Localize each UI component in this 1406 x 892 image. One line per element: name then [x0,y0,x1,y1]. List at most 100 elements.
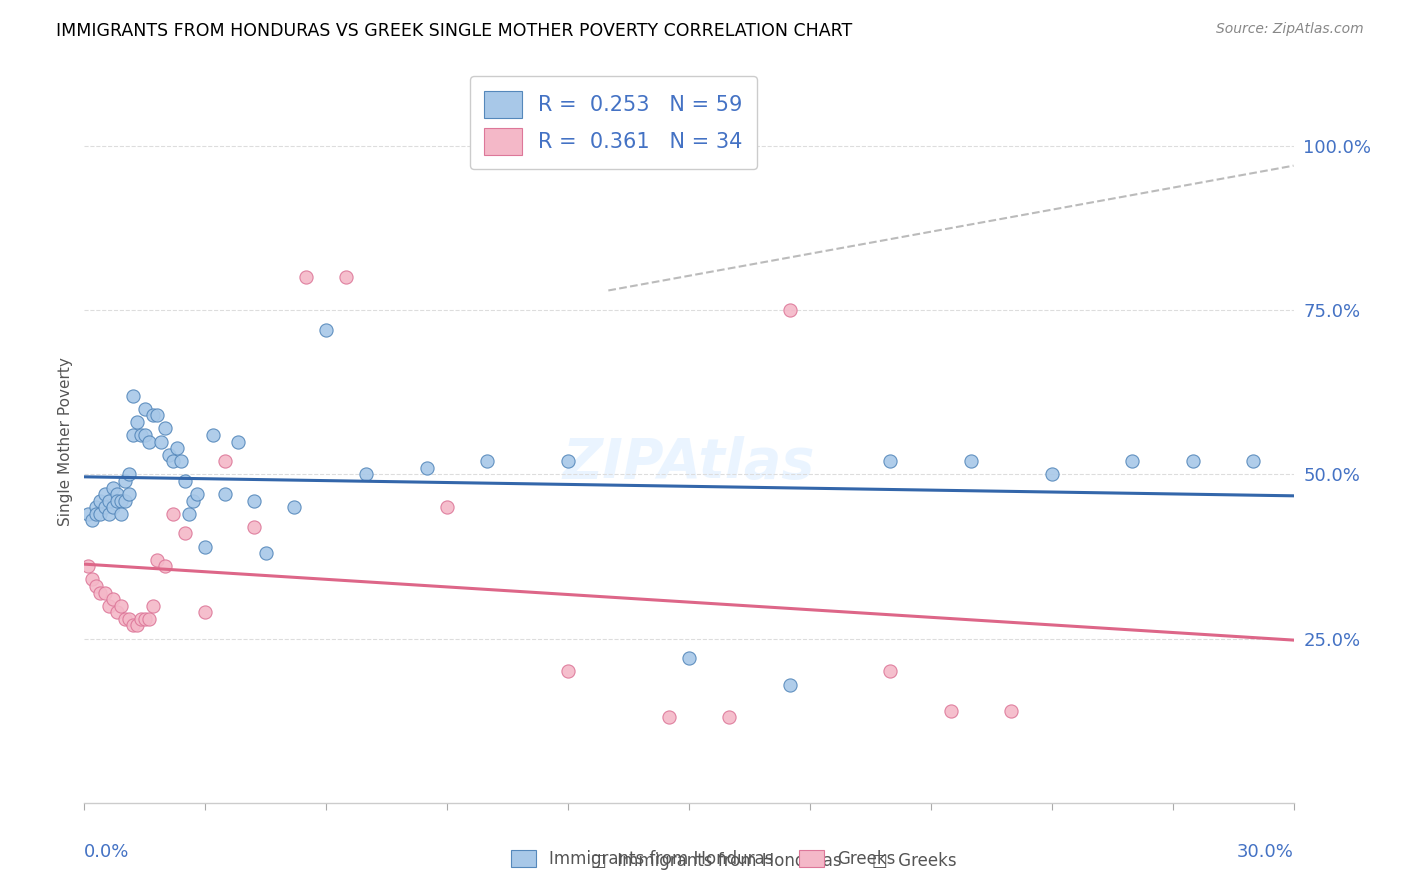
Text: 0.0%: 0.0% [84,843,129,861]
Point [315,323,337,337]
Point [146,553,169,567]
Point [678,651,700,665]
Legend: Immigrants from Honduras, Greeks: Immigrants from Honduras, Greeks [505,843,901,875]
Point [718,710,741,724]
Point [93,585,115,599]
Point [118,612,141,626]
Point [121,428,143,442]
Point [97,507,120,521]
Point [114,612,136,626]
Point [77,559,100,574]
Point [105,487,128,501]
Point [142,599,165,613]
Point [153,559,176,574]
Point [101,592,124,607]
Point [174,474,197,488]
Point [86,507,108,521]
Point [1000,704,1022,718]
Point [125,618,148,632]
Point [138,612,160,626]
Point [557,454,579,468]
Point [86,579,108,593]
Point [658,710,681,724]
Point [110,599,132,613]
Point [214,454,236,468]
Point [335,270,357,285]
Point [134,401,156,416]
Point [295,270,318,285]
Text: 30.0%: 30.0% [1237,843,1294,861]
Point [82,513,104,527]
Text: □  Immigrants from Honduras: □ Immigrants from Honduras [591,852,841,870]
Point [170,454,193,468]
Point [134,428,156,442]
Point [779,303,801,318]
Point [142,409,165,423]
Point [110,493,132,508]
Point [157,448,180,462]
Point [121,388,143,402]
Point [194,540,217,554]
Legend: R =  0.253   N = 59, R =  0.361   N = 34: R = 0.253 N = 59, R = 0.361 N = 34 [470,76,758,169]
Point [181,493,204,508]
Point [194,605,217,619]
Point [86,500,108,515]
Point [77,507,100,521]
Text: Source: ZipAtlas.com: Source: ZipAtlas.com [1216,22,1364,37]
Point [242,520,264,534]
Point [174,526,197,541]
Point [138,434,160,449]
Point [93,487,115,501]
Point [129,428,152,442]
Point [110,507,132,521]
Point [129,612,152,626]
Point [97,493,120,508]
Point [179,507,201,521]
Point [557,665,579,679]
Point [879,454,901,468]
Y-axis label: Single Mother Poverty: Single Mother Poverty [58,357,73,526]
Point [105,605,128,619]
Point [93,500,115,515]
Point [879,665,901,679]
Point [477,454,499,468]
Point [254,546,277,560]
Point [114,474,136,488]
Point [1040,467,1063,482]
Point [89,493,111,508]
Point [939,704,962,718]
Point [214,487,236,501]
Point [89,585,111,599]
Point [242,493,264,508]
Point [121,618,143,632]
Point [118,467,141,482]
Point [779,677,801,691]
Point [146,409,169,423]
Point [226,434,249,449]
Point [162,454,184,468]
Point [101,481,124,495]
Point [960,454,983,468]
Text: IMMIGRANTS FROM HONDURAS VS GREEK SINGLE MOTHER POVERTY CORRELATION CHART: IMMIGRANTS FROM HONDURAS VS GREEK SINGLE… [56,22,852,40]
Point [1241,454,1264,468]
Point [125,415,148,429]
Point [97,599,120,613]
Text: ZIPAtlas: ZIPAtlas [562,436,815,491]
Point [114,493,136,508]
Point [89,507,111,521]
Point [162,507,184,521]
Point [82,573,104,587]
Point [1121,454,1143,468]
Text: □  Greeks: □ Greeks [872,852,956,870]
Point [1181,454,1204,468]
Point [166,441,188,455]
Point [356,467,378,482]
Point [153,421,176,435]
Point [283,500,305,515]
Point [149,434,172,449]
Point [186,487,208,501]
Point [416,460,439,475]
Point [118,487,141,501]
Point [134,612,156,626]
Point [105,493,128,508]
